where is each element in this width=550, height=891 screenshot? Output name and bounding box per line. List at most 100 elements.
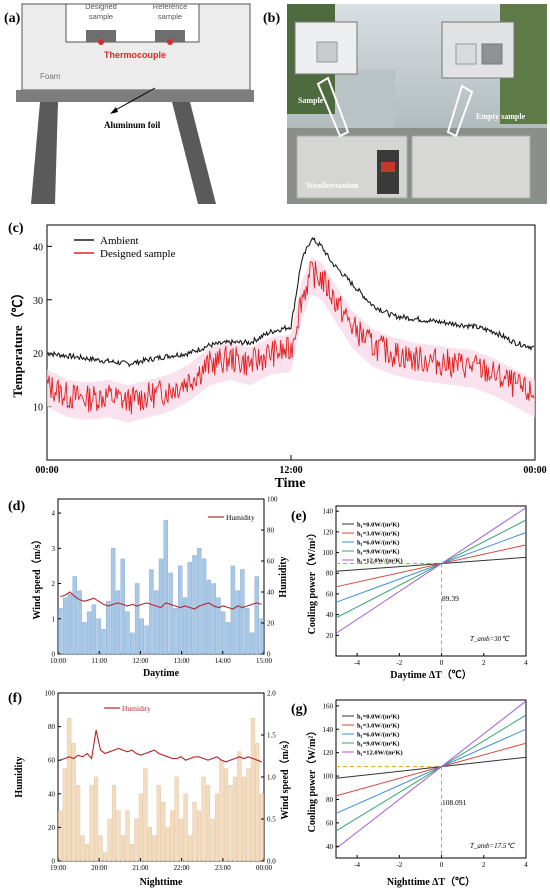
wind-speed-bar [67,718,72,862]
wind-speed-bar [192,555,197,655]
x-tick-label: 12:00 [132,657,148,665]
wind-speed-bar [161,802,166,862]
inset-empty-sample [441,21,515,79]
wind-speed-bar [188,835,193,862]
chart-e-frame [335,505,527,657]
wind-speed-bar [125,611,130,655]
chart-g-ticks: 40 60 80 100 120 140 160 -4 -2 0 2 4 [323,702,529,869]
wind-speed-bar [254,576,260,655]
y-tick-label: 140 [323,726,334,734]
chart-c-xtick-label: 00:00 [523,465,546,476]
cooling-line-4 [335,700,527,849]
legend-designed-label: Designed sample [100,248,176,260]
wind-speed-bar [179,818,184,862]
chart-e-annotation: 89.39 [442,594,459,603]
right-tick-label: 0.0 [267,858,276,866]
humidity-line [60,729,262,763]
wind-speed-bar [259,793,264,862]
chart-e-legend: h₁=0.0W/(m²K) h₁=3.0W/(m²K) h₁=6.0W/(m²K) h… [342,521,403,564]
y-tick-label: 100 [323,773,334,781]
aluminum-foil-layer [16,90,254,102]
wind-speed-bar [106,601,111,655]
aluminum-foil-label: Aluminum foil [104,120,161,130]
wind-speed-bar [168,572,173,655]
wind-speed-bar [143,768,148,862]
y-tick-label: 120 [323,749,334,757]
wind-speed-bar [183,793,188,862]
chart-f-humidity-line [60,729,262,763]
x-tick-label: 23:00 [215,864,231,872]
empty-sample-label: Empty sample [476,112,526,121]
wind-speed-bar [72,576,78,655]
legend-label-3: h₁=9.0W/(m²K) [357,740,399,747]
x-tick-label: -4 [354,861,360,869]
legend-label-3: h₁=9.0W/(m²K) [357,548,399,555]
chart-e-ticks: 20 40 60 80 100 120 140 -4 -2 0 2 4 [323,508,529,667]
wind-speed-bar [96,618,101,655]
left-tick-label: 2 [52,580,56,588]
x-tick-label: 00:00 [256,864,272,872]
panel-g: (g) 40 60 80 100 120 140 160 -4 -2 0 2 4 h₁=0.0W/(m… [291,699,529,888]
wind-speed-bar [230,565,236,655]
wind-speed-bar [163,519,169,655]
panel-g-label: (g) [291,702,308,717]
wind-speed-bar [235,590,240,655]
cooling-line-4 [335,507,527,634]
y-tick-label: 40 [326,611,334,619]
cooling-line-2 [335,532,527,603]
wind-speed-bar [93,776,99,862]
series-designed-sample-line [46,261,535,415]
wind-speed-bar [107,818,112,862]
x-tick-label: 10:00 [50,657,66,665]
legend-label-0: h₁=0.0W/(m²K) [357,713,399,720]
wind-speed-bar [250,718,255,862]
wind-speed-bar [182,597,188,655]
wind-speed-bar [156,785,161,862]
wind-speed-bar [115,590,121,655]
wind-speed-bar [76,785,81,862]
humidity-line [60,591,262,610]
x-tick-label: 2 [482,659,486,667]
wind-speed-bar [237,751,242,862]
right-tick-label: 0.5 [267,816,276,824]
chart-e-plot [335,507,527,656]
chart-c-ytick-label: 20 [33,349,43,360]
wind-speed-bar [58,608,63,655]
wind-speed-bar [221,611,226,655]
y-tick-label: 80 [326,796,334,804]
chart-g-annotation: 108.091 [442,798,467,807]
cooling-line-3 [335,714,527,832]
wind-speed-bar [86,611,92,655]
buildings [335,70,395,130]
chart-c-ytick-label: 40 [33,242,43,253]
inset-empty-square-1 [455,43,477,65]
wind-speed-bar [259,618,264,655]
chart-g-note: T_amb=17.5℃ [470,842,515,850]
wind-speed-bar [206,579,212,655]
right-tick-label: 80 [267,527,275,535]
x-tick-label: 21:00 [132,864,148,872]
y-tick-label: 40 [326,843,334,851]
wind-speed-bar [225,622,231,655]
panel-e-label: (e) [291,509,307,524]
y-tick-label: 120 [323,528,334,536]
panel-d-label: (d) [8,499,25,514]
chart-c-shaded-band [47,257,535,423]
wind-speed-bar [244,608,250,655]
left-tick-label: 0 [52,858,56,866]
x-tick-label: 15:00 [256,657,272,665]
foam-box-right [411,135,531,199]
chart-d-legend-label: Humidity [226,513,255,522]
panel-f-label: (f) [8,691,22,706]
wind-speed-bar [67,593,73,655]
chart-d-ylabel-left: Wind speed（m/s） [30,534,43,619]
wind-speed-bar [139,618,145,655]
x-tick-label: 4 [524,861,528,869]
wind-speed-bar [144,625,149,655]
wind-speed-bar [223,768,229,862]
designed-sample-label-line2: sample [89,12,113,21]
right-tick-label: 100 [267,496,278,504]
wind-speed-bar [147,827,152,862]
right-tick-label: 1.5 [267,732,276,740]
panel-b: (b) Sample Empty sample Weatherstation [263,4,547,204]
